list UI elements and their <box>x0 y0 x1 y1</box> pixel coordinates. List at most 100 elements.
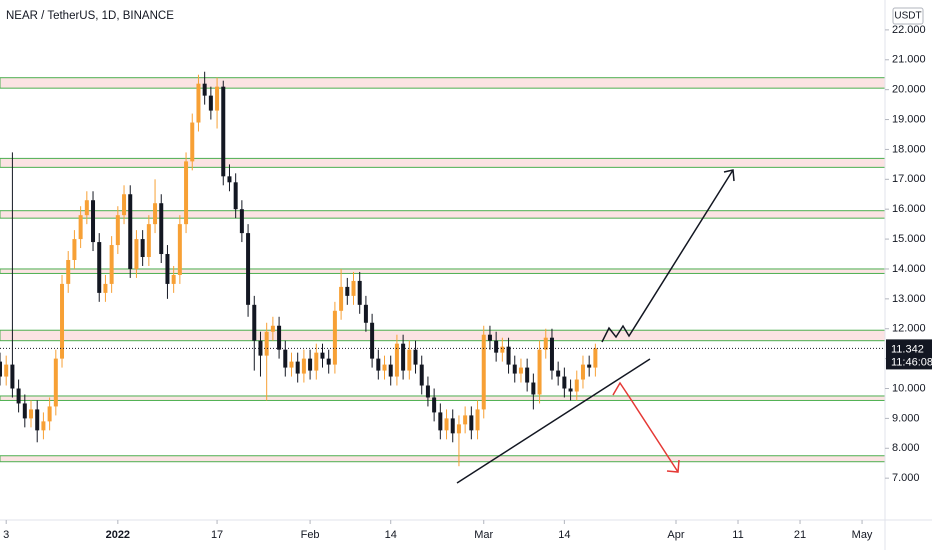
candle-body <box>301 358 306 374</box>
trendline <box>456 358 651 484</box>
candle-body <box>72 239 77 260</box>
candle-body <box>580 364 585 380</box>
candle-body <box>22 403 27 419</box>
x-tick-label: 2022 <box>106 529 130 541</box>
candle-body <box>190 122 195 162</box>
candle-body <box>450 418 455 434</box>
y-tick-label: 17.000 <box>892 173 926 185</box>
candle-body <box>512 364 517 374</box>
candle-body <box>208 95 213 111</box>
candle-body <box>233 182 238 210</box>
candle-body <box>525 367 530 383</box>
zone <box>0 329 886 342</box>
candle-body <box>494 340 499 353</box>
y-tick-label: 12.000 <box>892 323 926 335</box>
candle-body <box>283 349 288 368</box>
candle-body <box>66 260 71 284</box>
candle-body <box>227 176 232 183</box>
x-tick-label: Mar <box>474 529 493 541</box>
candle-body <box>134 239 139 269</box>
zone <box>0 455 886 463</box>
candle-body <box>543 337 548 350</box>
candle-body <box>469 415 474 431</box>
candle-body <box>332 310 337 365</box>
y-tick-label: 8.000 <box>892 442 920 454</box>
candle-body <box>171 274 176 284</box>
candle-body <box>239 209 244 234</box>
candle-body <box>432 397 437 413</box>
axes: 7.0008.0009.00010.00011.00012.00013.0001… <box>3 24 932 541</box>
candle-body <box>41 421 46 431</box>
last-price-label: 11.342 <box>891 343 924 355</box>
candle-body <box>122 194 127 216</box>
y-tick-label: 10.000 <box>892 382 926 394</box>
candle-body <box>246 233 251 305</box>
bull-path <box>601 169 734 343</box>
candle-body <box>568 388 573 392</box>
candle-body <box>357 280 362 305</box>
y-tick-label: 13.000 <box>892 293 926 305</box>
candle-body <box>487 334 492 341</box>
candle-body <box>376 358 381 371</box>
candle-body <box>444 418 449 431</box>
candle-body <box>35 409 40 431</box>
candle-body <box>10 364 15 389</box>
candle-body <box>215 86 220 111</box>
candle-body <box>500 346 505 353</box>
candle-body <box>394 343 399 377</box>
candle-body <box>277 325 282 350</box>
candle-body <box>320 352 325 359</box>
candle-body <box>556 370 561 377</box>
y-tick-label: 7.000 <box>892 472 920 484</box>
x-tick-label: 14 <box>385 529 397 541</box>
candle-body <box>388 364 393 377</box>
candle-body <box>165 254 170 284</box>
candle-body <box>537 349 542 395</box>
candle-body <box>184 161 189 225</box>
candle-body <box>53 358 58 407</box>
candle-body <box>289 361 294 368</box>
y-tick-label: 19.000 <box>892 113 926 125</box>
countdown-label: 11:46:08 <box>891 356 932 368</box>
candle-body <box>146 224 151 258</box>
candle-body <box>258 340 263 356</box>
candle-body <box>308 358 313 371</box>
chart-title: NEAR / TetherUS, 1D, BINANCE <box>6 10 174 22</box>
candle-body <box>78 215 83 240</box>
candle-body <box>97 242 102 293</box>
currency-label: USDT <box>894 11 921 22</box>
x-tick-label: 21 <box>794 529 806 541</box>
candle-body <box>60 283 65 359</box>
candle-body <box>574 379 579 392</box>
candle-body <box>140 239 145 258</box>
x-tick-label: Feb <box>301 529 320 541</box>
y-tick-label: 21.000 <box>892 54 926 66</box>
candle-body <box>47 406 52 422</box>
candle-body <box>91 200 96 243</box>
candle-body <box>587 364 592 368</box>
y-tick-label: 16.000 <box>892 203 926 215</box>
candle-body <box>326 358 331 365</box>
candle-body <box>370 322 375 359</box>
candle-body <box>593 348 598 368</box>
bear-path <box>612 381 679 473</box>
candle-body <box>363 304 368 323</box>
y-tick-label: 20.000 <box>892 84 926 96</box>
candle-body <box>202 83 207 96</box>
y-tick-label: 18.000 <box>892 143 926 155</box>
candle-body <box>506 346 511 365</box>
candle-body <box>345 286 350 296</box>
x-tick-label: May <box>852 529 873 541</box>
candle-body <box>463 415 468 425</box>
candle-body <box>270 325 275 332</box>
candle-body <box>196 83 201 123</box>
candle-body <box>221 86 226 177</box>
candle-body <box>314 352 319 371</box>
candle-body <box>159 203 164 255</box>
bull-arrowhead <box>723 169 735 182</box>
zone <box>0 77 886 89</box>
candle-body <box>103 283 108 293</box>
candle-body <box>531 382 536 395</box>
candle-body <box>84 200 89 216</box>
